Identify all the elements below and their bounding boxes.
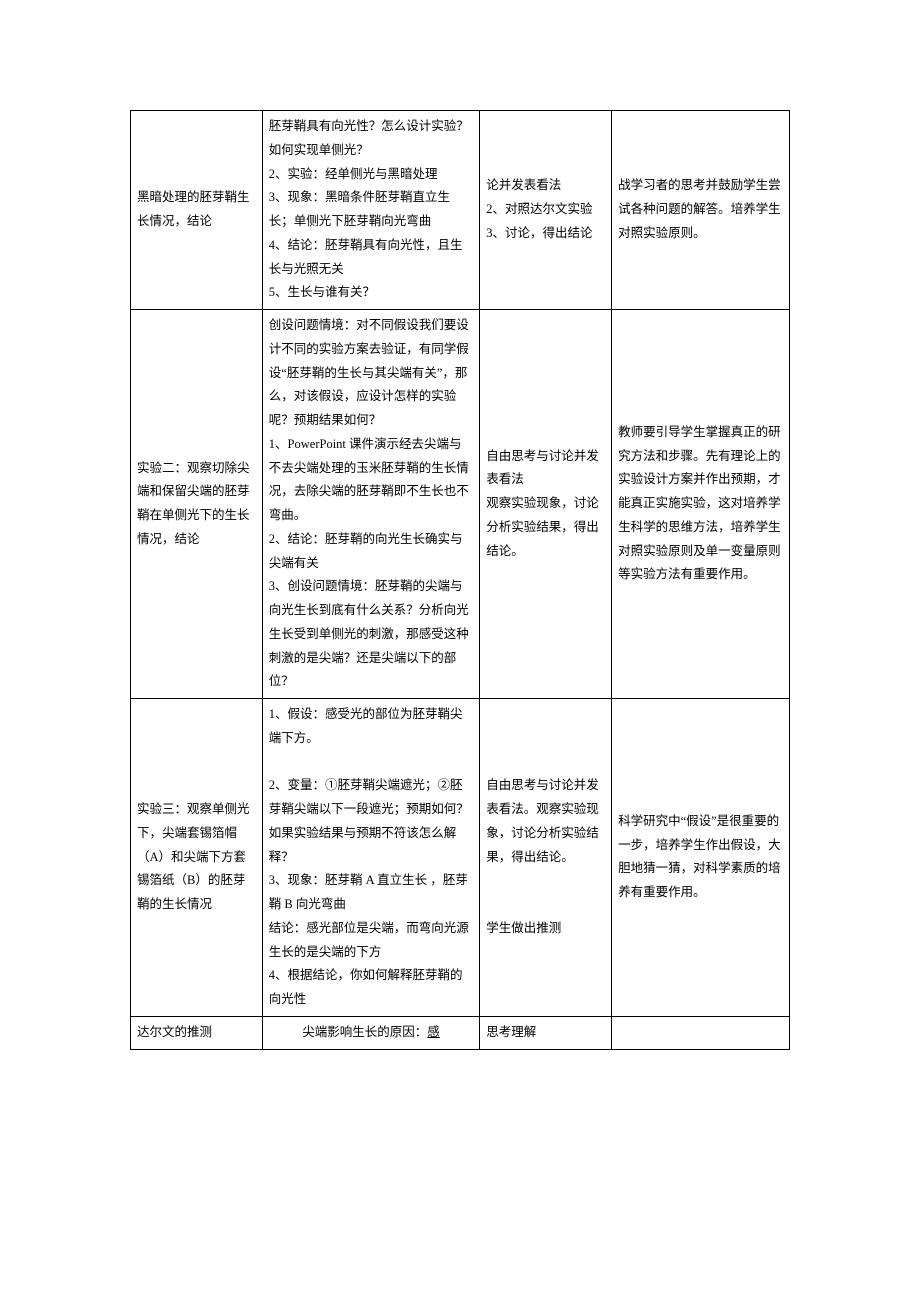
cell-text-prefix: 尖端影响生长的原因：: [302, 1025, 427, 1039]
table-row: 实验二：观察切除尖端和保留尖端的胚芽鞘在单侧光下的生长情况，结论 创设问题情境：…: [131, 310, 790, 699]
cell-teacher-activity: 胚芽鞘具有向光性？怎么设计实验？如何实现单侧光？ 2、实验：经单侧光与黑暗处理 …: [262, 111, 479, 310]
cell-teacher-activity: 1、假设：感受光的部位为胚芽鞘尖端下方。 2、变量：①胚芽鞘尖端遮光；②胚芽鞘尖…: [262, 699, 479, 1017]
cell-teacher-activity: 创设问题情境：对不同假设我们要设计不同的实验方案去验证，有同学假设“胚芽鞘的生长…: [262, 310, 479, 699]
lesson-table: 黑暗处理的胚芽鞘生长情况，结论 胚芽鞘具有向光性？怎么设计实验？如何实现单侧光？…: [130, 110, 790, 1050]
cell-design-intent: 科学研究中“假设”是很重要的一步，培养学生作出假设，大胆地猜一猜，对科学素质的培…: [612, 699, 790, 1017]
table-row: 达尔文的推测 尖端影响生长的原因：感 思考理解: [131, 1016, 790, 1049]
table-row: 实验三：观察单侧光下，尖端套锡箔帽（A）和尖端下方套锡箔纸（B）的胚芽鞘的生长情…: [131, 699, 790, 1017]
cell-design-intent: 战学习者的思考并鼓励学生尝试各种问题的解答。培养学生对照实验原则。: [612, 111, 790, 310]
page-container: 黑暗处理的胚芽鞘生长情况，结论 胚芽鞘具有向光性？怎么设计实验？如何实现单侧光？…: [0, 0, 920, 1110]
cell-teacher-activity: 尖端影响生长的原因：感: [262, 1016, 479, 1049]
cell-student-activity: 自由思考与讨论并发表看法 观察实验现象，讨论分析实验结果，得出结论。: [480, 310, 612, 699]
cell-design-intent: [612, 1016, 790, 1049]
cell-text-underline: 感: [427, 1025, 440, 1039]
table-row: 黑暗处理的胚芽鞘生长情况，结论 胚芽鞘具有向光性？怎么设计实验？如何实现单侧光？…: [131, 111, 790, 310]
cell-student-activity: 自由思考与讨论并发表看法。观察实验现象，讨论分析实验结果，得出结论。 学生做出推…: [480, 699, 612, 1017]
cell-topic: 黑暗处理的胚芽鞘生长情况，结论: [131, 111, 263, 310]
cell-design-intent: 教师要引导学生掌握真正的研究方法和步骤。先有理论上的实验设计方案并作出预期，才能…: [612, 310, 790, 699]
cell-topic: 实验二：观察切除尖端和保留尖端的胚芽鞘在单侧光下的生长情况，结论: [131, 310, 263, 699]
cell-topic: 实验三：观察单侧光下，尖端套锡箔帽（A）和尖端下方套锡箔纸（B）的胚芽鞘的生长情…: [131, 699, 263, 1017]
cell-topic: 达尔文的推测: [131, 1016, 263, 1049]
cell-student-activity: 思考理解: [480, 1016, 612, 1049]
cell-student-activity: 论并发表看法 2、对照达尔文实验 3、讨论，得出结论: [480, 111, 612, 310]
